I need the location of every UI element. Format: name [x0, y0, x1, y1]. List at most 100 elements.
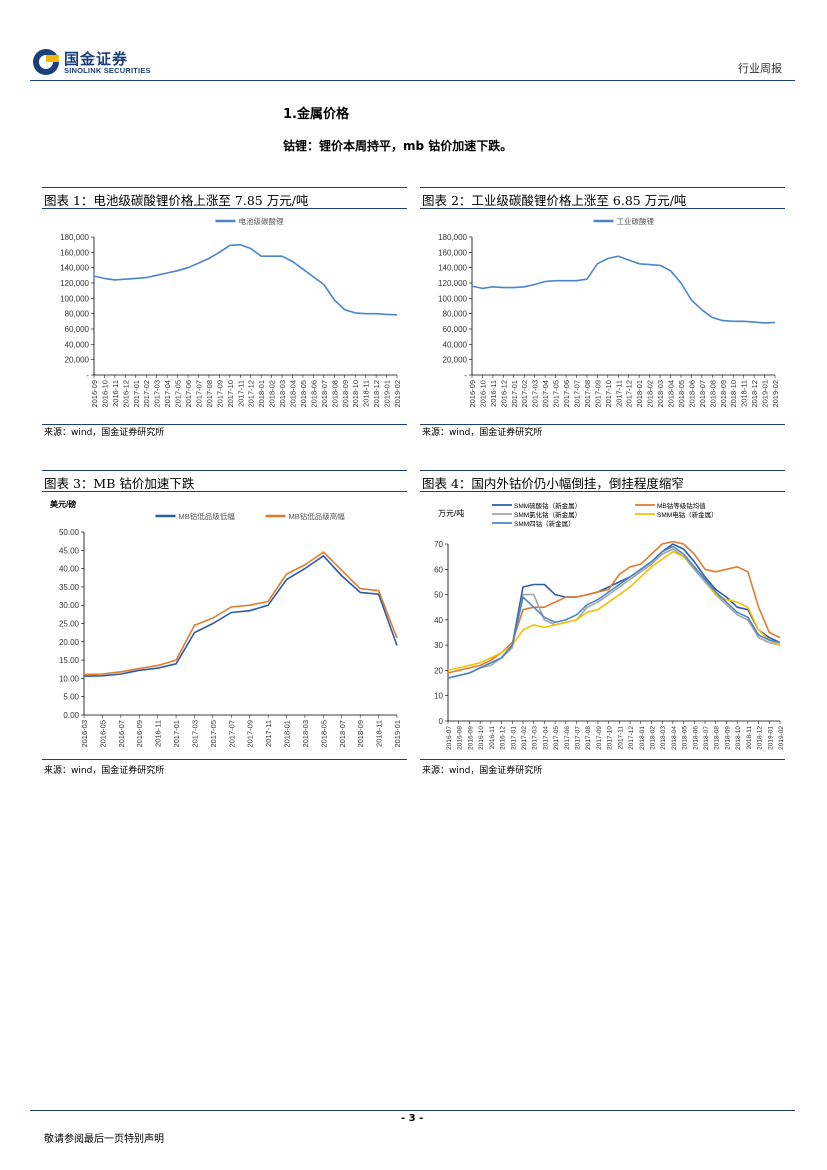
x-tick-label: 2017-05: [174, 380, 183, 408]
x-tick-label: 2018-07: [698, 380, 707, 408]
y-tick-label: 50: [434, 591, 443, 600]
legend-label: SMM硫酸钴（新金属）: [514, 501, 581, 510]
x-tick-label: 2018-11: [375, 720, 384, 747]
x-tick-label: 2018-05: [677, 380, 686, 408]
figure-source: 来源：wind，国金证券研究所: [422, 428, 543, 438]
x-tick-label: 2016-09: [468, 380, 477, 408]
x-tick-label: 2017-12: [625, 380, 634, 408]
x-tick-label: 2018-03: [278, 380, 287, 408]
y-tick-label: 10: [434, 692, 443, 701]
legend-label: MB钴低品级低幅: [179, 511, 236, 521]
y-tick-label: 0.00: [63, 711, 79, 720]
y-tick-label: 25.00: [59, 620, 80, 629]
x-tick-label: 2018-03: [656, 380, 665, 408]
x-tick-label: 2017-11: [236, 380, 245, 407]
chart-industrial-lithium-carbonate: - 20,000 40,000 60,000 80,000 100,000 120,000 1…: [438, 216, 780, 408]
section-subtitle: 钴锂：锂价本周持平，mb 钴价加速下跌。: [283, 139, 513, 153]
x-tick-label: 2018-09: [356, 720, 365, 748]
x-tick-label: 2017-01: [172, 720, 181, 748]
y-tick-label: 100,000: [438, 294, 467, 303]
y-tick-label: 40,000: [65, 340, 90, 349]
x-tick-label: 2016-10: [100, 380, 109, 408]
x-tick-label: 2017-05: [552, 380, 561, 408]
y-tick-label: 180,000: [438, 233, 467, 242]
x-tick-label: 2018-11: [362, 380, 371, 407]
x-tick-label: 2017-11: [264, 720, 273, 747]
header-divider: [30, 80, 795, 81]
x-tick-label: 2018-05: [319, 720, 328, 748]
x-tick-label: 2017-05: [209, 720, 218, 748]
x-tick-label: 2016-05: [98, 720, 107, 748]
figure-source: 来源：wind，国金证券研究所: [422, 766, 543, 776]
y-axis-label: 美元/磅: [50, 499, 76, 509]
chart-battery-lithium-carbonate: - 20,000 40,000 60,000 80,000 100,000 120,000 1…: [60, 216, 402, 408]
x-tick-label: 2017-10: [226, 380, 235, 408]
series-line-1: [93, 243, 398, 316]
x-tick-label: 2016-07: [117, 720, 126, 748]
x-tick-label: 2017-11: [617, 726, 624, 750]
x-tick-label: 2018-03: [660, 726, 667, 750]
x-tick-label: 2017-03: [153, 380, 162, 408]
x-tick-label: 2017-08: [585, 726, 592, 750]
x-tick-label: 2019-02: [393, 380, 402, 408]
logo: 国金证券 SINOLINK SECURITIES: [32, 47, 152, 77]
x-tick-label: 2019-01: [767, 726, 774, 750]
figure-title: 图表 3：MB 钴价加速下跌: [44, 476, 195, 491]
x-tick-label: 2018-02: [646, 380, 655, 408]
logo-mark-icon: [33, 49, 59, 75]
x-tick-label: 2018-07: [338, 720, 347, 748]
x-tick-label: 2017-06: [564, 726, 571, 750]
figure-title: 图表 4：国内外钴价仍小幅倒挂，倒挂程度缩窄: [422, 476, 684, 491]
x-tick-label: 2018-02: [649, 726, 656, 750]
x-tick-label: 2019-02: [771, 380, 780, 408]
figure-3: 图表 3：MB 钴价加速下跌 0.00 5.00 10.00 15.00 20.00 25…: [42, 470, 407, 760]
figure-source: 来源：wind，国金证券研究所: [44, 766, 165, 776]
x-tick-label: 2018-10: [351, 380, 360, 408]
x-tick-label: 2016-10: [478, 726, 485, 750]
y-tick-label: 140,000: [438, 264, 467, 273]
y-tick-label: 180,000: [60, 233, 89, 242]
y-tick-label: 30.00: [59, 601, 80, 610]
legend-label: SMM四钴（新金属）: [514, 519, 575, 528]
x-tick-label: 2018-06: [692, 726, 699, 750]
x-tick-label: 2018-10: [729, 380, 738, 408]
x-tick-label: 2017-12: [628, 726, 635, 750]
x-tick-label: 2018-05: [299, 380, 308, 408]
figure-title-divider: [42, 208, 407, 209]
y-tick-label: 15.00: [59, 656, 80, 665]
series-line-5: [447, 545, 781, 679]
y-tick-label: 60: [434, 565, 443, 574]
series-line-1: [447, 543, 781, 679]
x-tick-label: 2019-02: [778, 726, 785, 750]
x-tick-label: 2018-01: [639, 726, 646, 750]
y-tick-label: 60,000: [443, 325, 468, 334]
x-tick-label: 2017-07: [194, 380, 203, 408]
y-tick-label: -: [464, 371, 467, 380]
legend-label: SMM氯化钴（新金属）: [514, 510, 581, 519]
x-tick-label: 2017-07: [227, 720, 236, 748]
y-tick-label: 160,000: [438, 248, 467, 257]
x-tick-label: 2016-11: [154, 720, 163, 747]
x-tick-label: 2018-01: [283, 720, 292, 748]
x-tick-label: 2018-08: [708, 380, 717, 408]
x-tick-label: 2019-01: [761, 380, 770, 408]
legend-label: 电池级碳酸锂: [239, 216, 284, 226]
x-tick-label: 2016-12: [499, 380, 508, 408]
x-tick-label: 2017-09: [246, 720, 255, 748]
x-tick-label: 2019-01: [383, 380, 392, 408]
x-tick-label: 2018-04: [667, 380, 676, 408]
footer-divider: [30, 1110, 795, 1111]
y-tick-label: 40: [434, 616, 443, 625]
y-tick-label: 20.00: [59, 638, 80, 647]
x-tick-label: 2017-06: [562, 380, 571, 408]
y-tick-label: -: [86, 371, 89, 380]
y-tick-label: 35.00: [59, 583, 80, 592]
figure-title: 图表 1：电池级碳酸锂价格上涨至 7.85 万元/吨: [44, 193, 309, 208]
y-tick-label: 70: [434, 540, 443, 549]
x-tick-label: 2017-10: [607, 726, 614, 750]
y-tick-label: 120,000: [438, 279, 467, 288]
y-tick-label: 40.00: [59, 565, 80, 574]
y-tick-label: 20: [434, 666, 443, 675]
x-tick-label: 2018-12: [372, 380, 381, 408]
x-tick-label: 2016-08: [457, 726, 464, 750]
